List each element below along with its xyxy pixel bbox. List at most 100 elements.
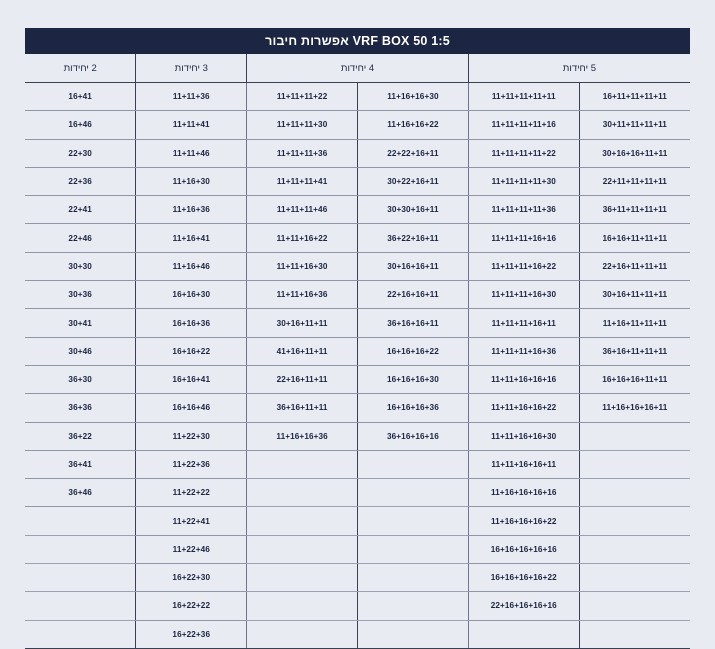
combination-cell: 11+11+16+16+30 bbox=[467, 422, 580, 451]
empty-cell bbox=[246, 450, 358, 480]
combination-cell: 11+11+16+30 bbox=[246, 252, 358, 282]
vrf-connection-options-table: 5 יחידות 4 יחידות 3 יחידות 2 יחידות 16+1… bbox=[25, 54, 690, 649]
empty-cell bbox=[578, 535, 690, 565]
combination-cell: 11+11+36 bbox=[135, 82, 247, 112]
combination-cell: 16+41 bbox=[25, 82, 136, 112]
table-row: 22+16+11+11+11 11+11+11+16+22 30+16+16+11 1… bbox=[25, 252, 690, 282]
empty-cell bbox=[357, 620, 469, 649]
combination-cell: 11+16+16+30 bbox=[357, 82, 469, 112]
combination-cell: 16+11+11+11+11 bbox=[578, 82, 690, 112]
combination-cell: 30+41 bbox=[25, 308, 136, 338]
combination-cell: 16+16+11+11+11 bbox=[578, 223, 690, 253]
combination-cell: 11+11+11+16+30 bbox=[467, 280, 580, 310]
combination-cell: 16+22+30 bbox=[135, 563, 247, 593]
column-group-3-units: 3 יחידות bbox=[135, 54, 247, 83]
table-row: 30+16+11+11+11 11+11+11+16+30 22+16+16+11 1… bbox=[25, 280, 690, 310]
combination-cell: 22+22+16+11 bbox=[357, 139, 469, 168]
column-group-5-units: 5 יחידות bbox=[467, 54, 690, 83]
table-row: 16+16+16+16+16 11+22+46 bbox=[25, 535, 690, 565]
combination-cell: 11+11+16+36 bbox=[246, 280, 358, 310]
table-head: 5 יחידות 4 יחידות 3 יחידות 2 יחידות bbox=[25, 54, 690, 83]
combination-cell: 11+16+46 bbox=[135, 252, 247, 282]
empty-cell bbox=[25, 563, 136, 593]
table-row: 11+16+16+16+22 11+22+41 bbox=[25, 506, 690, 536]
combination-cell: 36+46 bbox=[25, 478, 136, 508]
combination-cell: 22+16+16+11 bbox=[357, 280, 469, 310]
combination-cell: 11+11+16+16+16 bbox=[467, 365, 580, 395]
combination-cell: 30+16+11+11 bbox=[246, 308, 358, 338]
table-row: 22+11+11+11+11 11+11+11+11+30 30+22+16+11 1… bbox=[25, 167, 690, 197]
combination-cell: 11+11+11+41 bbox=[246, 167, 358, 197]
table-row: 11+16+16+16+16 11+22+22 36+46 bbox=[25, 478, 690, 508]
table-row: 16+16+16+11+11 11+11+16+16+16 16+16+16+30 2… bbox=[25, 365, 690, 395]
empty-cell bbox=[578, 591, 690, 621]
table-row: 11+16+16+16+11 11+11+16+16+22 16+16+16+36 3… bbox=[25, 393, 690, 423]
table-row: 30+16+16+11+11 11+11+11+11+22 22+22+16+11 1… bbox=[25, 139, 690, 168]
table-row: 36+16+11+11+11 11+11+11+16+36 16+16+16+22 4… bbox=[25, 337, 690, 366]
combination-cell: 11+16+11+11+11 bbox=[578, 308, 690, 338]
combination-cell: 22+16+11+11 bbox=[246, 365, 358, 395]
combination-cell: 30+46 bbox=[25, 337, 136, 366]
column-group-2-units: 2 יחידות bbox=[25, 54, 136, 83]
empty-cell bbox=[578, 422, 690, 451]
combination-cell: 22+16+11+11+11 bbox=[578, 252, 690, 282]
combination-cell: 11+16+16+22 bbox=[357, 110, 469, 140]
empty-cell bbox=[578, 620, 690, 649]
combination-cell: 11+22+41 bbox=[135, 506, 247, 536]
combination-cell: 11+16+30 bbox=[135, 167, 247, 197]
combination-cell: 16+16+36 bbox=[135, 308, 247, 338]
combination-cell: 11+16+16+16+16 bbox=[467, 478, 580, 508]
combination-cell: 16+16+16+16+16 bbox=[467, 535, 580, 565]
table-row: 22+16+16+16+16 16+22+22 bbox=[25, 591, 690, 621]
combination-cell: 11+11+11+46 bbox=[246, 195, 358, 225]
combination-cell: 11+11+11+11+11 bbox=[467, 82, 580, 112]
empty-cell bbox=[246, 478, 358, 508]
combination-cell: 11+11+41 bbox=[135, 110, 247, 140]
combination-cell: 11+22+46 bbox=[135, 535, 247, 565]
combination-cell: 16+16+46 bbox=[135, 393, 247, 423]
combination-cell: 22+46 bbox=[25, 223, 136, 253]
combination-cell: 22+16+16+16+16 bbox=[467, 591, 580, 621]
empty-cell bbox=[578, 478, 690, 508]
combination-cell: 30+16+16+11+11 bbox=[578, 139, 690, 168]
combination-cell: 30+30+16+11 bbox=[357, 195, 469, 225]
combination-cell: 11+16+16+36 bbox=[246, 422, 358, 451]
combination-cell: 11+16+16+16+22 bbox=[467, 506, 580, 536]
combination-cell: 16+22+36 bbox=[135, 620, 247, 649]
combination-cell: 11+11+11+11+36 bbox=[467, 195, 580, 225]
combination-cell: 11+11+11+16+36 bbox=[467, 337, 580, 366]
combination-cell: 11+11+11+36 bbox=[246, 139, 358, 168]
combination-cell: 22+30 bbox=[25, 139, 136, 168]
combination-cell: 11+22+22 bbox=[135, 478, 247, 508]
combination-cell: 11+11+16+16+22 bbox=[467, 393, 580, 423]
empty-cell bbox=[25, 535, 136, 565]
empty-cell bbox=[357, 506, 469, 536]
combination-cell: 22+36 bbox=[25, 167, 136, 197]
combination-cell: 11+22+36 bbox=[135, 450, 247, 480]
empty-cell bbox=[246, 591, 358, 621]
combination-cell: 30+16+11+11+11 bbox=[578, 280, 690, 310]
combination-cell: 36+16+11+11+11 bbox=[578, 337, 690, 366]
combination-cell: 16+16+22 bbox=[135, 337, 247, 366]
combination-cell: 11+16+36 bbox=[135, 195, 247, 225]
combination-cell: 36+11+11+11+11 bbox=[578, 195, 690, 225]
empty-cell bbox=[357, 591, 469, 621]
combination-cell: 36+16+11+11 bbox=[246, 393, 358, 423]
combination-cell: 11+11+46 bbox=[135, 139, 247, 168]
combination-cell: 11+11+11+16+16 bbox=[467, 223, 580, 253]
empty-cell bbox=[578, 563, 690, 593]
combination-cell: 30+22+16+11 bbox=[357, 167, 469, 197]
combination-cell: 16+16+30 bbox=[135, 280, 247, 310]
table-row: 11+16+11+11+11 11+11+11+16+11 36+16+16+11 3… bbox=[25, 308, 690, 338]
combination-cell: 11+11+11+11+22 bbox=[467, 139, 580, 168]
combination-cell: 16+16+16+30 bbox=[357, 365, 469, 395]
empty-cell bbox=[246, 506, 358, 536]
combination-cell: 16+16+16+36 bbox=[357, 393, 469, 423]
combination-cell: 36+16+16+11 bbox=[357, 308, 469, 338]
combination-cell: 41+16+11+11 bbox=[246, 337, 358, 366]
combination-cell: 22+41 bbox=[25, 195, 136, 225]
combination-cell: 36+22+16+11 bbox=[357, 223, 469, 253]
combination-cell: 22+11+11+11+11 bbox=[578, 167, 690, 197]
combination-cell: 30+11+11+11+11 bbox=[578, 110, 690, 140]
